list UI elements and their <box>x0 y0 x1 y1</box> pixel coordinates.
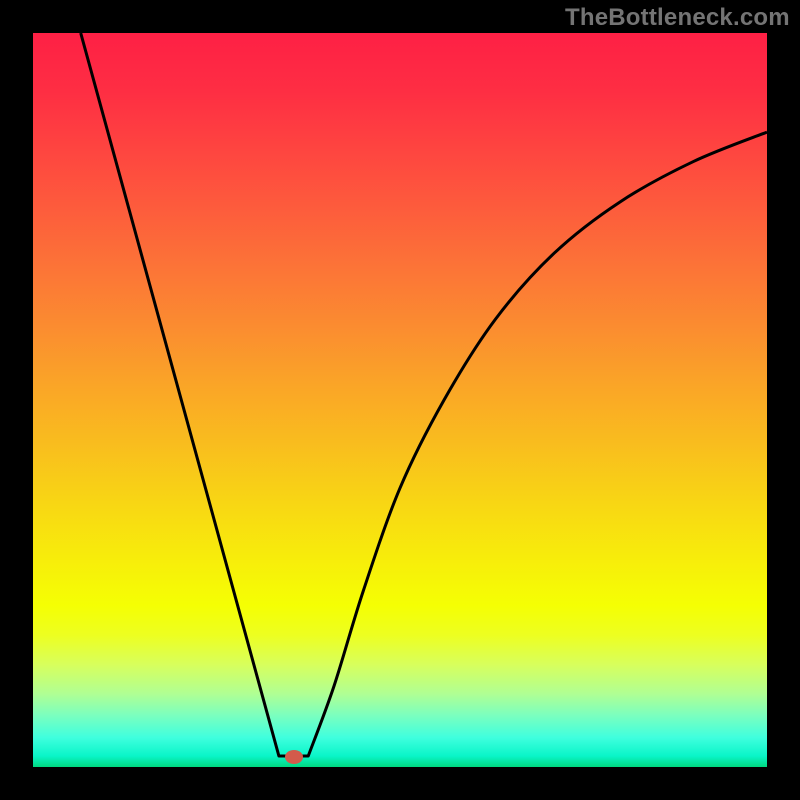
watermark-text: TheBottleneck.com <box>565 4 790 32</box>
chart-frame: TheBottleneck.com <box>0 0 800 800</box>
bottleneck-curve <box>33 33 767 767</box>
optimal-point-marker <box>285 750 303 764</box>
plot-area <box>33 33 767 767</box>
